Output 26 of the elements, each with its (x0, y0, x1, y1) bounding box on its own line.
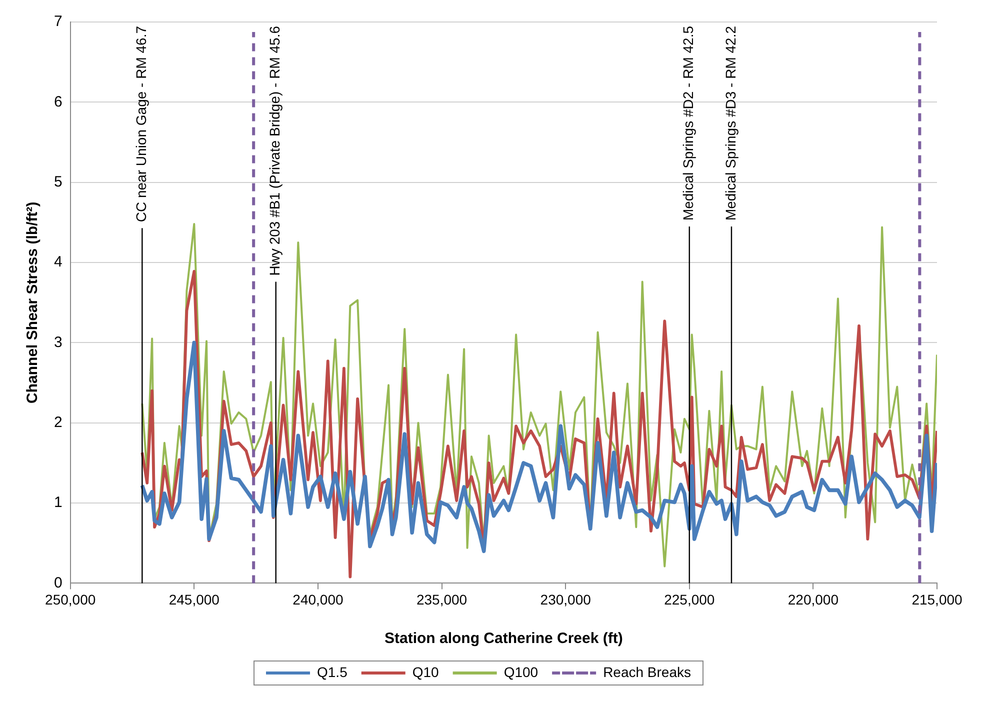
x-tick-label: 235,000 (416, 591, 468, 608)
legend-label: Q1.5 (317, 664, 348, 680)
x-tick-label: 245,000 (168, 591, 220, 608)
ref-line-label: CC near Union Gage - RM 46.7 (133, 26, 150, 222)
x-tick-label: 225,000 (664, 591, 715, 608)
legend-label: Reach Breaks (603, 664, 692, 680)
y-tick-label: 3 (54, 334, 62, 351)
x-tick-label: 215,000 (912, 591, 963, 608)
ref-line-label: Medical Springs #D3 - RM 42.2 (722, 26, 738, 221)
y-tick-label: 1 (54, 494, 62, 512)
y-tick-label: 5 (54, 173, 62, 190)
y-tick-label: 0 (54, 574, 62, 592)
x-tick-label: 250,000 (45, 591, 96, 608)
ref-line-label: Medical Springs #D2 - RM 42.5 (680, 26, 696, 221)
x-tick-label: 220,000 (788, 591, 839, 608)
y-tick-label: 2 (54, 414, 62, 431)
legend-label: Q100 (504, 664, 538, 680)
x-tick-label: 230,000 (540, 591, 592, 608)
y-tick-label: 6 (54, 93, 62, 110)
x-axis-title: Station along Catherine Creek (ft) (384, 630, 623, 648)
y-tick-label: 4 (54, 254, 62, 271)
legend-label: Q10 (412, 664, 440, 680)
x-tick-label: 240,000 (292, 591, 344, 608)
y-tick-label: 7 (54, 13, 62, 30)
ref-line-label: Hwy 203 #B1 (Private Bridge) - RM 45.6 (266, 26, 283, 276)
y-axis-title: Channel Shear Stress (lb/ft²) (24, 202, 42, 404)
